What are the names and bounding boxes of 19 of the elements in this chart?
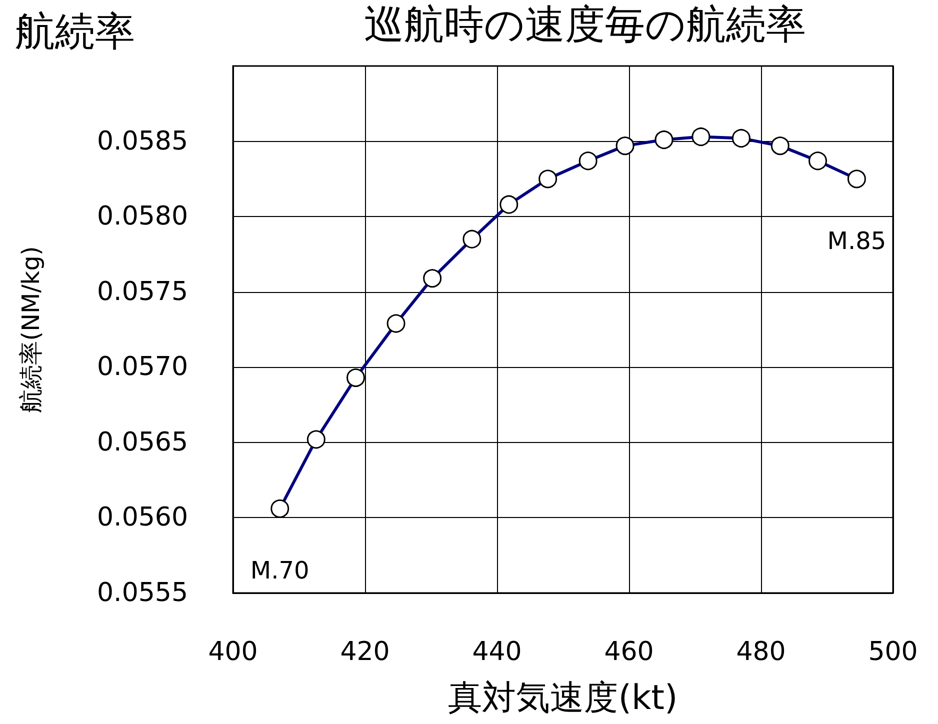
x-tick-label: 500 <box>868 637 918 667</box>
y-tick-label: 0.0585 <box>97 126 188 156</box>
chart-title: 巡航時の速度毎の航続率 <box>364 2 806 48</box>
y-axis-title: 航続率(NM/kg) <box>17 246 45 413</box>
x-tick-label: 440 <box>472 637 522 667</box>
x-tick-label: 480 <box>736 637 786 667</box>
x-tick-label: 400 <box>208 637 258 667</box>
y-tick-label: 0.0565 <box>97 427 188 458</box>
annotation: M.70 <box>250 556 310 585</box>
x-axis-title: 真対気速度(kt) <box>448 678 678 718</box>
y-tick-label: 0.0575 <box>97 276 188 307</box>
y-tick-label: 0.0570 <box>97 352 188 382</box>
y-tick-label: 0.0555 <box>97 578 188 608</box>
x-tick-label: 460 <box>604 637 654 667</box>
y-tick-label: 0.0580 <box>97 202 188 232</box>
annotation: M.85 <box>827 226 886 255</box>
y-tick-label: 0.0560 <box>97 502 188 533</box>
text: 航続率 <box>15 9 135 55</box>
x-tick-label: 420 <box>340 637 390 667</box>
